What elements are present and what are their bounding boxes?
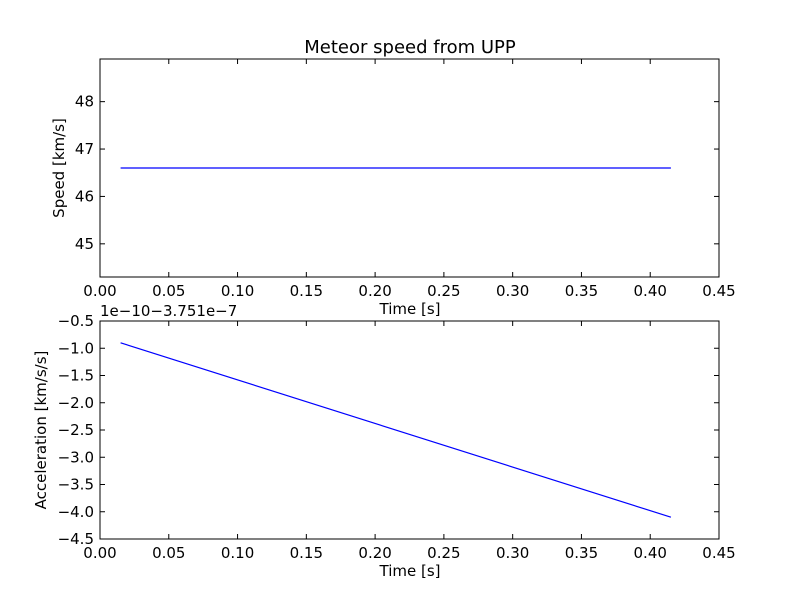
speed-x-tick-label: 0.15 — [290, 282, 323, 300]
acceleration-x-tick-label: 0.40 — [634, 544, 667, 562]
speed-x-tick-label: 0.30 — [496, 282, 529, 300]
acceleration-plot-area — [99, 320, 720, 540]
speed-y-tick-label: 47 — [75, 140, 94, 158]
speed-y-tick-label: 45 — [75, 235, 94, 253]
speed-y-tick-label: 48 — [75, 93, 94, 111]
speed-panel: Meteor speed from UPP Time [s] Speed [km… — [50, 37, 736, 318]
acceleration-x-tick-label: 0.35 — [565, 544, 598, 562]
speed-y-axis-label: Speed [km/s] — [50, 118, 68, 218]
speed-chart-title: Meteor speed from UPP — [304, 37, 516, 58]
acceleration-y-tick-label: −3.0 — [58, 448, 94, 466]
acceleration-offset-text: 1e−10−3.751e−7 — [100, 302, 237, 320]
speed-x-tick-label: 0.00 — [83, 282, 116, 300]
acceleration-y-tick-label: −4.5 — [58, 530, 94, 548]
speed-y-tick-label: 46 — [75, 187, 94, 205]
speed-x-tick-label: 0.40 — [634, 282, 667, 300]
acceleration-panel: 1e−10−3.751e−7 Time [s] Acceleration [km… — [32, 302, 736, 580]
acceleration-y-tick-label: −1.5 — [58, 367, 94, 385]
acceleration-x-tick-label: 0.25 — [427, 544, 460, 562]
speed-x-tick-label: 0.25 — [427, 282, 460, 300]
speed-x-tick-label: 0.35 — [565, 282, 598, 300]
acceleration-y-tick-label: −1.0 — [58, 339, 94, 357]
acceleration-x-tick-label: 0.05 — [152, 544, 185, 562]
speed-x-tick-label: 0.05 — [152, 282, 185, 300]
speed-x-axis-label: Time [s] — [379, 300, 441, 318]
acceleration-y-tick-label: −2.5 — [58, 421, 94, 439]
acceleration-x-tick-label: 0.30 — [496, 544, 529, 562]
speed-x-tick-label: 0.10 — [221, 282, 254, 300]
acceleration-y-tick-label: −2.0 — [58, 394, 94, 412]
acceleration-y-axis-label: Acceleration [km/s/s] — [32, 351, 50, 510]
speed-x-tick-label: 0.20 — [358, 282, 391, 300]
acceleration-x-tick-label: 0.15 — [290, 544, 323, 562]
speed-x-tick-label: 0.45 — [702, 282, 735, 300]
acceleration-y-tick-label: −4.0 — [58, 503, 94, 521]
acceleration-y-tick-label: −3.5 — [58, 476, 94, 494]
acceleration-x-tick-label: 0.45 — [702, 544, 735, 562]
acceleration-y-tick-label: −0.5 — [58, 312, 94, 330]
acceleration-series-line — [120, 342, 672, 518]
acceleration-x-tick-label: 0.20 — [358, 544, 391, 562]
acceleration-x-axis-label: Time [s] — [379, 562, 441, 580]
acceleration-x-tick-label: 0.00 — [83, 544, 116, 562]
acceleration-x-tick-label: 0.10 — [221, 544, 254, 562]
